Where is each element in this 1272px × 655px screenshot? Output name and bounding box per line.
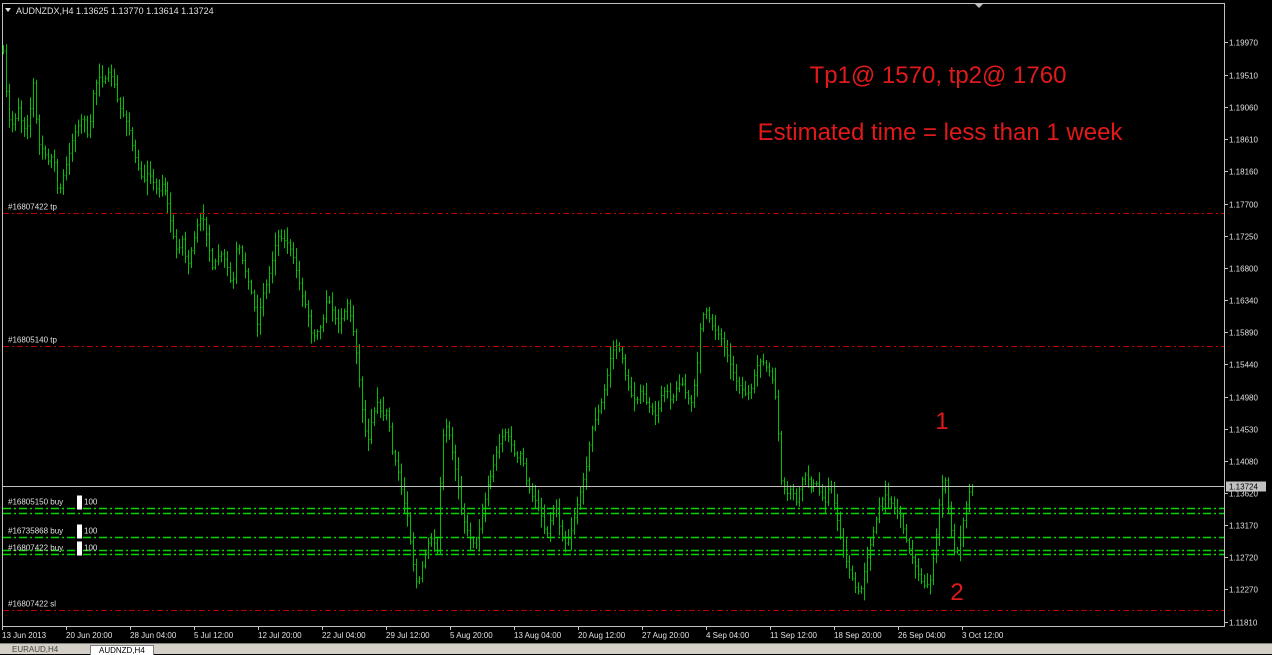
price-tick-label: 1.19060 — [1229, 104, 1258, 113]
time-tick-label: 5 Jul 12:00 — [194, 631, 234, 640]
price-tick-label: 1.15890 — [1229, 329, 1258, 338]
order-line-label: #16805140 tp — [8, 336, 57, 345]
price-tick-label: 1.16340 — [1229, 297, 1258, 306]
order-line-label: #16807422 tp — [8, 203, 57, 212]
price-axis: 1.19970 1.19510 1.19060 1.18610 1.18160 1.177… — [1224, 39, 1266, 628]
time-tick-label: 13 Jun 2013 — [2, 631, 47, 640]
price-tick-label: 1.12270 — [1229, 586, 1258, 595]
order-line-label: #16807422 sl — [8, 600, 56, 609]
price-tick-label: 1.14530 — [1229, 426, 1258, 435]
header-dropdown-icon[interactable] — [5, 8, 11, 12]
order-line-tag: 100 — [84, 527, 98, 536]
plot-frame — [2, 3, 1225, 627]
current-price-label: 1.13724 — [1229, 483, 1258, 492]
order-line-marker — [77, 541, 82, 556]
order-line-tag: 100 — [84, 544, 98, 553]
time-axis: 13 Jun 2013 20 Jun 20:00 28 Jun 04:00 5 Jul… — [2, 626, 1004, 640]
time-tick-label: 27 Aug 20:00 — [642, 631, 690, 640]
time-tick-label: 4 Sep 04:00 — [706, 631, 750, 640]
time-tick-label: 26 Sep 04:00 — [898, 631, 946, 640]
shift-marker-icon[interactable] — [975, 4, 983, 8]
order-line-label: #16807422 buy — [8, 544, 63, 553]
price-tick-label: 1.15440 — [1229, 361, 1258, 370]
current-price-box — [1226, 481, 1266, 492]
order-line-label: #16735868 buy — [8, 527, 63, 536]
time-tick-label: 22 Jul 04:00 — [322, 631, 366, 640]
order-line-tag: 100 — [84, 498, 98, 507]
price-tick-label: 1.14080 — [1229, 458, 1258, 467]
time-tick-label: 20 Aug 12:00 — [578, 631, 626, 640]
symbol-header: AUDNZDX,H4 1.13625 1.13770 1.13614 1.137… — [16, 6, 214, 16]
order-line-marker — [77, 495, 82, 510]
order-line-label: #16805150 buy — [8, 498, 63, 507]
time-tick-label: 13 Aug 04:00 — [514, 631, 562, 640]
price-tick-label: 1.17250 — [1229, 233, 1258, 242]
price-tick-label: 1.16800 — [1229, 265, 1258, 274]
price-tick-label: 1.12720 — [1229, 554, 1258, 563]
annotation-point-2: 2 — [950, 579, 963, 606]
price-tick-label: 1.18160 — [1229, 168, 1258, 177]
annotation-estimate: Estimated time = less than 1 week — [758, 119, 1124, 146]
time-tick-label: 11 Sep 12:00 — [770, 631, 818, 640]
annotation-targets: Tp1@ 1570, tp2@ 1760 — [810, 62, 1067, 89]
time-tick-label: 29 Jul 12:00 — [386, 631, 430, 640]
price-tick-label: 1.19970 — [1229, 39, 1258, 48]
time-tick-label: 3 Oct 12:00 — [962, 631, 1004, 640]
time-tick-label: 20 Jun 20:00 — [66, 631, 113, 640]
order-lines: #16807422 tp #16805140 tp #16805150 buy 100… — [3, 203, 1224, 611]
time-tick-label: 12 Jul 20:00 — [258, 631, 302, 640]
price-tick-label: 1.14980 — [1229, 394, 1258, 403]
candle-series — [2, 44, 974, 601]
price-tick-label: 1.17700 — [1229, 201, 1258, 210]
price-tick-label: 1.13170 — [1229, 522, 1258, 531]
price-tick-label: 1.13620 — [1229, 490, 1258, 499]
time-tick-label: 18 Sep 20:00 — [834, 631, 882, 640]
chart-tab-bar: EURAUD,H4 AUDNZD,H4 — [0, 643, 1272, 655]
time-tick-label: 5 Aug 20:00 — [450, 631, 493, 640]
price-tick-label: 1.19510 — [1229, 72, 1258, 81]
order-line-marker — [77, 524, 82, 539]
tab-audnzd-h4[interactable]: AUDNZD,H4 — [90, 645, 154, 655]
time-tick-label: 28 Jun 04:00 — [130, 631, 177, 640]
tab-euraud-h4[interactable]: EURAUD,H4 — [12, 645, 59, 654]
annotation-point-1: 1 — [935, 408, 948, 435]
price-tick-label: 1.18610 — [1229, 136, 1258, 145]
price-tick-label: 1.11810 — [1229, 619, 1258, 628]
